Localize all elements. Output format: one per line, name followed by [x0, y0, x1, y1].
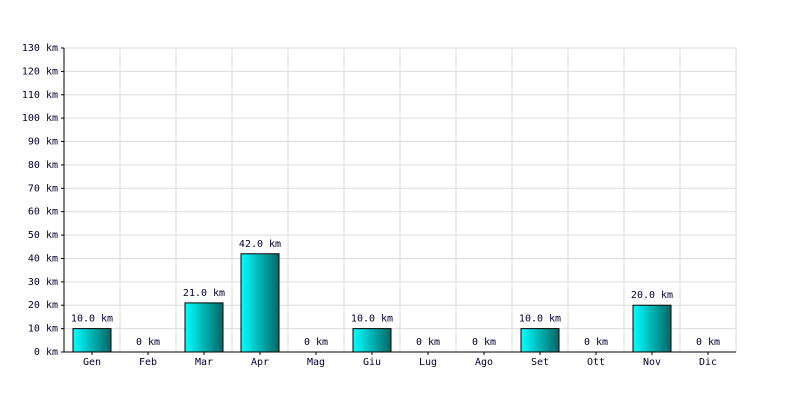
- x-tick-label: Ott: [587, 357, 605, 368]
- y-tick-label: 30 km: [28, 277, 58, 288]
- data-label: 10.0 km: [351, 314, 393, 325]
- y-tick-label: 130 km: [22, 43, 58, 54]
- y-tick-label: 70 km: [28, 183, 58, 194]
- data-label: 10.0 km: [71, 314, 113, 325]
- x-tick-label: Set: [531, 357, 549, 368]
- plot: 0 km 10 km 20 km 30 km 40 km 50 km 60 km 70 km 8…: [22, 43, 737, 368]
- y-tick-label: 60 km: [28, 207, 58, 218]
- y-tick-label: 0 km: [34, 347, 58, 358]
- data-label: 42.0 km: [239, 239, 281, 250]
- x-tick-label: Lug: [419, 357, 437, 368]
- data-label: 0 km: [584, 337, 608, 348]
- x-tick-label: Mar: [195, 357, 213, 368]
- y-tick-label: 50 km: [28, 230, 58, 241]
- bar: [352, 328, 392, 353]
- bar: [184, 302, 224, 353]
- y-tick-label: 40 km: [28, 253, 58, 264]
- data-label: 20.0 km: [631, 290, 673, 301]
- y-tick-label: 20 km: [28, 300, 58, 311]
- x-tick-label: Nov: [643, 357, 661, 368]
- bar: [632, 304, 672, 353]
- data-label: 10.0 km: [519, 314, 561, 325]
- data-label: 0 km: [304, 337, 328, 348]
- data-label: 0 km: [696, 337, 720, 348]
- y-tick-label: 10 km: [28, 324, 58, 335]
- x-tick-label: Mag: [307, 357, 325, 368]
- bar: [520, 328, 560, 353]
- x-tick-label: Giu: [363, 357, 381, 368]
- x-tick-label: Feb: [139, 357, 157, 368]
- x-tick-label: Gen: [83, 357, 101, 368]
- bar: [72, 328, 112, 353]
- data-label: 0 km: [472, 337, 496, 348]
- x-tick-label: Dic: [699, 357, 717, 368]
- y-tick-label: 110 km: [22, 90, 58, 101]
- y-tick-label: 120 km: [22, 66, 58, 77]
- bar: [240, 253, 280, 353]
- data-label: 21.0 km: [183, 288, 225, 299]
- y-tick-label: 100 km: [22, 113, 58, 124]
- x-tick-label: Apr: [251, 357, 269, 368]
- y-tick-label: 80 km: [28, 160, 58, 171]
- x-tick-label: Ago: [475, 357, 493, 368]
- y-tick-label: 90 km: [28, 137, 58, 148]
- data-label: 0 km: [416, 337, 440, 348]
- data-label: 0 km: [136, 337, 160, 348]
